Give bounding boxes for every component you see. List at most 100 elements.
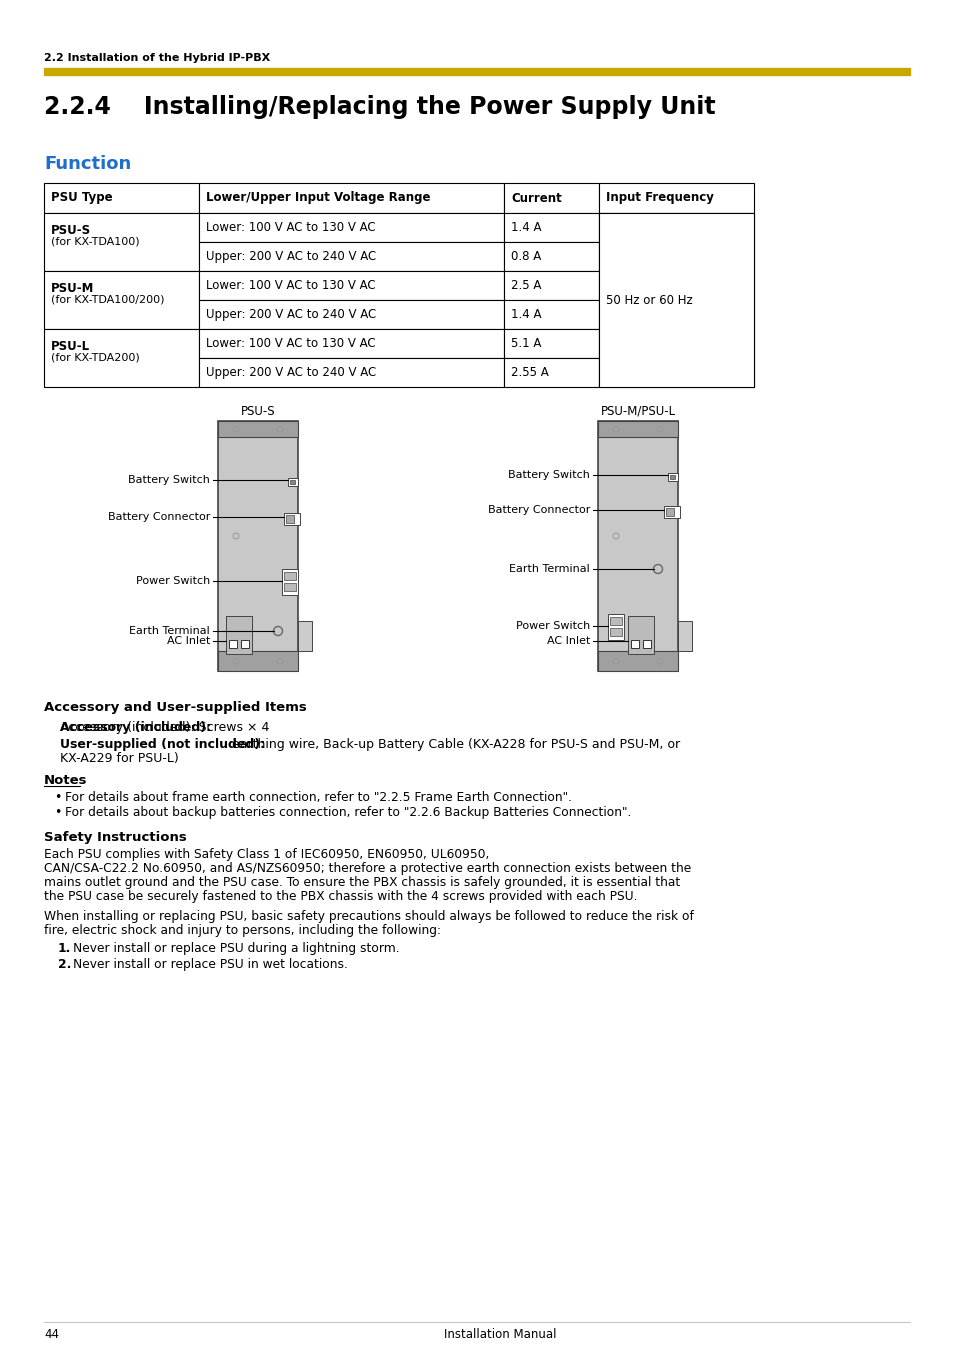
Bar <box>627 616 654 654</box>
Bar <box>218 651 297 671</box>
Text: AC Inlet: AC Inlet <box>167 636 210 646</box>
Text: When installing or replacing PSU, basic safety precautions should always be foll: When installing or replacing PSU, basic … <box>44 911 693 923</box>
Text: Accessory (included):: Accessory (included): <box>60 721 211 734</box>
Text: 2.55 A: 2.55 A <box>511 366 548 380</box>
Bar <box>44 68 909 76</box>
Text: 2.2 Installation of the Hybrid IP-PBX: 2.2 Installation of the Hybrid IP-PBX <box>44 53 270 63</box>
Text: CAN/CSA-C22.2 No.60950, and AS/NZS60950; therefore a protective earth connection: CAN/CSA-C22.2 No.60950, and AS/NZS60950;… <box>44 862 691 875</box>
Text: PSU-M/PSU-L: PSU-M/PSU-L <box>599 405 675 417</box>
Bar <box>199 300 503 330</box>
Bar <box>663 507 679 517</box>
Text: 1.: 1. <box>58 942 71 955</box>
Text: Lower: 100 V AC to 130 V AC: Lower: 100 V AC to 130 V AC <box>206 222 375 234</box>
Text: Installation Manual: Installation Manual <box>443 1328 556 1342</box>
Bar <box>218 422 297 671</box>
Bar <box>229 640 236 648</box>
Text: (for KX-TDA100): (for KX-TDA100) <box>51 236 139 247</box>
Text: PSU-L: PSU-L <box>51 340 90 353</box>
Bar <box>678 621 691 651</box>
Bar <box>503 213 598 242</box>
Text: Battery Connector: Battery Connector <box>487 505 589 515</box>
Bar <box>665 508 673 516</box>
Bar <box>282 569 297 594</box>
Text: fire, electric shock and injury to persons, including the following:: fire, electric shock and injury to perso… <box>44 924 440 938</box>
Bar <box>199 330 503 358</box>
Text: KX-A229 for PSU-L): KX-A229 for PSU-L) <box>60 753 178 765</box>
Text: the PSU case be securely fastened to the PBX chassis with the 4 screws provided : the PSU case be securely fastened to the… <box>44 890 637 902</box>
Text: 1.4 A: 1.4 A <box>511 308 541 322</box>
Text: Notes: Notes <box>44 774 88 788</box>
Bar <box>199 358 503 386</box>
Bar <box>503 330 598 358</box>
Text: Lower/Upper Input Voltage Range: Lower/Upper Input Voltage Range <box>206 192 430 204</box>
Text: 2.2.4    Installing/Replacing the Power Supply Unit: 2.2.4 Installing/Replacing the Power Sup… <box>44 95 715 119</box>
Text: Lower: 100 V AC to 130 V AC: Lower: 100 V AC to 130 V AC <box>206 336 375 350</box>
Bar <box>44 182 199 213</box>
Text: Earth Terminal: Earth Terminal <box>509 563 589 574</box>
Text: (for KX-TDA200): (for KX-TDA200) <box>51 353 139 363</box>
Text: Upper: 200 V AC to 240 V AC: Upper: 200 V AC to 240 V AC <box>206 250 375 263</box>
Bar <box>218 422 297 436</box>
Text: PSU-S: PSU-S <box>240 405 275 417</box>
Text: Function: Function <box>44 155 132 173</box>
Bar <box>199 182 503 213</box>
Text: earthing wire, Back-up Battery Cable (KX-A228 for PSU-S and PSU-M, or: earthing wire, Back-up Battery Cable (KX… <box>228 738 679 751</box>
Text: User-supplied (not included):: User-supplied (not included): <box>60 738 265 751</box>
Text: PSU-S: PSU-S <box>51 224 91 236</box>
Bar <box>609 617 621 626</box>
Bar <box>503 300 598 330</box>
Bar <box>503 242 598 272</box>
Text: 2.: 2. <box>58 958 71 971</box>
Bar <box>288 478 297 486</box>
Bar <box>226 616 252 654</box>
Bar <box>44 272 199 330</box>
Bar <box>290 480 294 484</box>
Text: Battery Connector: Battery Connector <box>108 512 210 521</box>
Bar <box>284 513 299 526</box>
Text: Never install or replace PSU during a lightning storm.: Never install or replace PSU during a li… <box>73 942 399 955</box>
Bar <box>503 272 598 300</box>
Text: Accessory (included): Screws × 4: Accessory (included): Screws × 4 <box>60 721 269 734</box>
Bar <box>598 651 678 671</box>
Bar <box>284 571 295 580</box>
Text: Battery Switch: Battery Switch <box>128 476 210 485</box>
Text: Power Switch: Power Switch <box>135 576 210 586</box>
Text: Input Frequency: Input Frequency <box>605 192 713 204</box>
Text: (for KX-TDA100/200): (for KX-TDA100/200) <box>51 295 164 305</box>
Bar <box>241 640 249 648</box>
Bar <box>607 613 623 640</box>
Bar <box>199 242 503 272</box>
Bar <box>297 621 312 651</box>
Bar <box>669 476 675 480</box>
Bar <box>199 272 503 300</box>
Text: Lower: 100 V AC to 130 V AC: Lower: 100 V AC to 130 V AC <box>206 280 375 292</box>
Text: PSU-M: PSU-M <box>51 282 94 295</box>
Text: Current: Current <box>511 192 561 204</box>
Text: For details about frame earth connection, refer to "2.2.5 Frame Earth Connection: For details about frame earth connection… <box>65 790 572 804</box>
Text: Upper: 200 V AC to 240 V AC: Upper: 200 V AC to 240 V AC <box>206 308 375 322</box>
Bar <box>598 422 678 671</box>
Text: 1.4 A: 1.4 A <box>511 222 541 234</box>
Bar <box>598 330 753 386</box>
Bar <box>630 640 639 648</box>
Text: 50 Hz or 60 Hz: 50 Hz or 60 Hz <box>605 293 692 307</box>
Bar <box>503 182 598 213</box>
Bar <box>667 473 678 481</box>
Bar <box>598 213 753 272</box>
Bar <box>284 584 295 590</box>
Text: Earth Terminal: Earth Terminal <box>129 626 210 636</box>
Bar <box>286 515 294 523</box>
Text: Battery Switch: Battery Switch <box>508 470 589 480</box>
Text: PSU Type: PSU Type <box>51 192 112 204</box>
Text: 5.1 A: 5.1 A <box>511 336 540 350</box>
Text: Accessory and User-supplied Items: Accessory and User-supplied Items <box>44 701 307 713</box>
Text: 0.8 A: 0.8 A <box>511 250 540 263</box>
Text: 2.5 A: 2.5 A <box>511 280 540 292</box>
Text: mains outlet ground and the PSU case. To ensure the PBX chassis is safely ground: mains outlet ground and the PSU case. To… <box>44 875 679 889</box>
Text: Power Switch: Power Switch <box>516 621 589 631</box>
Bar <box>598 272 753 330</box>
Bar <box>199 213 503 242</box>
Text: Safety Instructions: Safety Instructions <box>44 831 187 844</box>
Bar <box>642 640 650 648</box>
Text: AC Inlet: AC Inlet <box>546 636 589 646</box>
